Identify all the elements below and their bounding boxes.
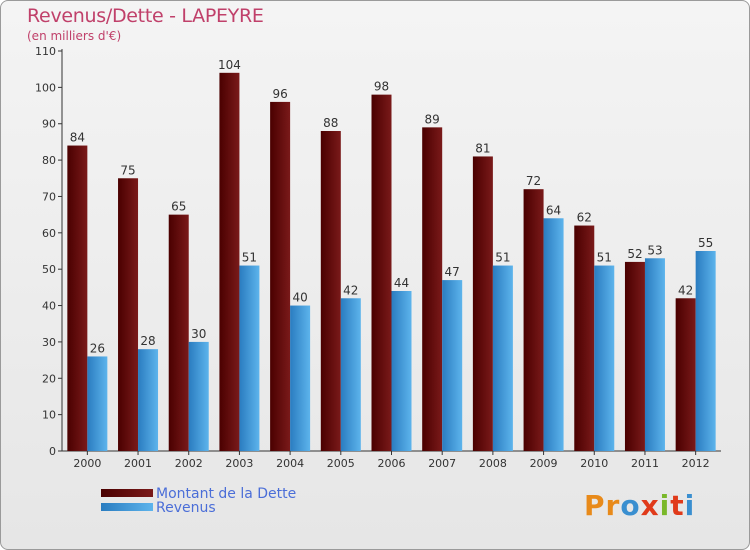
- logo-letter: x: [640, 489, 660, 522]
- logo-letter: i: [684, 489, 696, 522]
- data-label: 52: [627, 247, 642, 261]
- logo-letter: t: [670, 489, 685, 522]
- chart-title: Revenus/Dette - LAPEYRE: [27, 5, 264, 27]
- data-label: 44: [394, 276, 409, 290]
- x-tick-label: 2011: [631, 457, 659, 470]
- bar-dette: [168, 214, 189, 451]
- x-tick-label: 2001: [124, 457, 152, 470]
- x-tick-label: 2007: [428, 457, 456, 470]
- y-tick-label: 80: [42, 154, 56, 167]
- x-tick-label: 2006: [378, 457, 406, 470]
- bars: [67, 72, 716, 452]
- data-label: 65: [171, 200, 186, 214]
- x-tick-label: 2002: [175, 457, 203, 470]
- data-label: 88: [323, 116, 338, 130]
- y-tick-label: 100: [35, 81, 56, 94]
- data-label: 72: [526, 174, 541, 188]
- data-label: 96: [272, 87, 287, 101]
- data-label: 53: [647, 243, 662, 257]
- x-tick-label: 2005: [327, 457, 355, 470]
- data-label: 98: [374, 80, 389, 94]
- y-tick-label: 90: [42, 118, 56, 131]
- y-tick-label: 10: [42, 409, 56, 422]
- data-label: 84: [70, 131, 85, 145]
- bar-dette: [371, 94, 392, 452]
- bar-revenus: [492, 265, 513, 451]
- data-label: 40: [292, 291, 307, 305]
- x-tick-label: 2000: [73, 457, 101, 470]
- bar-dette: [523, 189, 544, 451]
- bar-dette: [422, 127, 443, 451]
- data-label: 55: [698, 236, 713, 250]
- bar-revenus: [239, 265, 260, 451]
- bar-dette: [118, 178, 139, 452]
- y-tick-label: 40: [42, 300, 56, 313]
- x-tick-label: 2008: [479, 457, 507, 470]
- bar-dette: [472, 156, 493, 452]
- data-label: 75: [120, 163, 135, 177]
- data-label: 89: [425, 112, 440, 126]
- bar-revenus: [87, 356, 108, 451]
- data-labels: 84 26 75 28 65 30 104 51 96 40 88 42 98 44 89 47 81 51 72 6…: [70, 58, 714, 356]
- y-tick-label: 20: [42, 372, 56, 385]
- chart-subtitle: (en milliers d'€): [27, 29, 122, 43]
- bar-revenus: [543, 218, 564, 451]
- y-tick-label: 60: [42, 227, 56, 240]
- logo-letter: o: [620, 489, 641, 522]
- bar-dette: [624, 261, 645, 451]
- x-tick-label: 2012: [682, 457, 710, 470]
- data-label: 51: [495, 251, 510, 265]
- bar-dette: [67, 145, 88, 451]
- data-label: 30: [191, 327, 206, 341]
- data-label: 42: [343, 283, 358, 297]
- x-tick-label: 2003: [225, 457, 253, 470]
- legend-label-revenus: Revenus: [156, 500, 216, 516]
- bar-revenus: [391, 291, 412, 451]
- bar-revenus: [188, 341, 209, 451]
- bar-revenus: [594, 265, 615, 451]
- x-tick-label: 2004: [276, 457, 304, 470]
- data-label: 64: [546, 203, 561, 217]
- bar-revenus: [644, 258, 665, 451]
- y-tick-label: 70: [42, 190, 56, 203]
- data-label: 47: [445, 265, 460, 279]
- bar-revenus: [442, 280, 463, 451]
- data-label: 51: [597, 251, 612, 265]
- y-tick-label: 30: [42, 336, 56, 349]
- data-label: 26: [90, 341, 105, 355]
- x-tick-label: 2010: [580, 457, 608, 470]
- logo-letter: P: [584, 489, 606, 522]
- y-tick-label: 0: [49, 445, 56, 458]
- bar-dette: [675, 298, 696, 451]
- proxiti-logo: Proxiti: [584, 489, 695, 522]
- data-label: 62: [577, 211, 592, 225]
- data-label: 28: [140, 334, 155, 348]
- bar-dette: [270, 101, 291, 451]
- legend-swatch-debt: [101, 489, 153, 497]
- logo-letter: r: [605, 489, 621, 522]
- bar-revenus: [340, 298, 361, 451]
- legend-swatch-revenus: [101, 503, 153, 511]
- y-tick-label: 50: [42, 263, 56, 276]
- legend-label-debt: Montant de la Dette: [156, 486, 297, 502]
- bar-revenus: [138, 349, 159, 451]
- bar-dette: [574, 225, 595, 451]
- bar-revenus: [695, 251, 716, 451]
- bar-revenus: [290, 305, 311, 451]
- data-label: 81: [475, 141, 490, 155]
- data-label: 42: [678, 283, 693, 297]
- data-label: 104: [218, 58, 241, 72]
- data-label: 51: [242, 251, 257, 265]
- y-tick-label: 110: [35, 45, 56, 58]
- bar-dette: [320, 131, 341, 451]
- x-tick-label: 2009: [530, 457, 558, 470]
- bar-dette: [219, 72, 240, 452]
- logo-letter: i: [659, 489, 671, 522]
